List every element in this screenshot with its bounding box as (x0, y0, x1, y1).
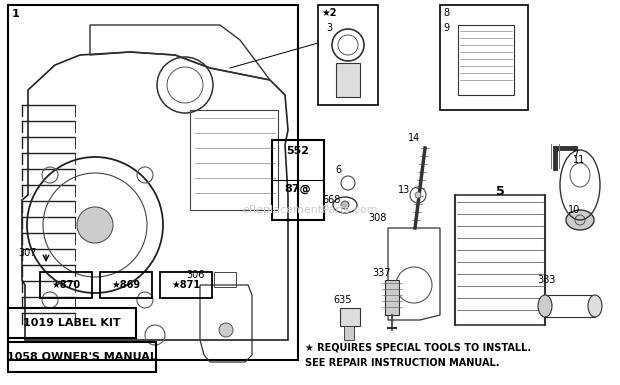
Bar (8, 308, 136, 338)
Text: 635: 635 (333, 295, 352, 305)
Bar (8, 5, 298, 360)
Bar (318, 5, 378, 105)
Text: 6: 6 (335, 165, 341, 175)
Text: 1019 LABEL KIT: 1019 LABEL KIT (23, 318, 121, 328)
Bar (385, 280, 399, 315)
Bar (272, 140, 324, 220)
Text: 13: 13 (398, 185, 410, 195)
Text: 1: 1 (12, 9, 20, 19)
Text: 308: 308 (368, 213, 386, 223)
Ellipse shape (588, 295, 602, 317)
Text: 5: 5 (496, 185, 505, 198)
Text: ★870: ★870 (51, 280, 81, 290)
Bar (344, 326, 354, 340)
Text: 1058 OWNER'S MANUAL: 1058 OWNER'S MANUAL (7, 352, 157, 362)
Text: 14: 14 (408, 133, 420, 143)
Text: 552: 552 (286, 146, 309, 156)
Circle shape (77, 207, 113, 243)
Text: eReplacementParts.com: eReplacementParts.com (242, 205, 378, 215)
Circle shape (219, 323, 233, 337)
Text: 383: 383 (537, 275, 556, 285)
Bar (100, 272, 152, 298)
Circle shape (415, 192, 421, 198)
Bar (455, 195, 545, 325)
Bar (190, 110, 278, 210)
Circle shape (341, 201, 349, 209)
Text: 7: 7 (572, 150, 578, 160)
Text: ★869: ★869 (112, 280, 141, 290)
Text: 668: 668 (322, 195, 340, 205)
Bar (214, 272, 236, 287)
Text: 307: 307 (18, 248, 37, 258)
Bar (40, 272, 92, 298)
Text: 3: 3 (326, 23, 332, 33)
Bar (340, 308, 360, 326)
Text: 10: 10 (568, 205, 580, 215)
Text: ★871: ★871 (172, 280, 200, 290)
Bar (440, 5, 528, 110)
Bar (336, 63, 360, 97)
Text: SEE REPAIR INSTRUCTION MANUAL.: SEE REPAIR INSTRUCTION MANUAL. (305, 358, 500, 368)
Ellipse shape (566, 210, 594, 230)
Text: 8: 8 (443, 8, 449, 18)
Text: 9: 9 (443, 23, 449, 33)
Text: ★ REQUIRES SPECIAL TOOLS TO INSTALL.: ★ REQUIRES SPECIAL TOOLS TO INSTALL. (305, 342, 531, 352)
Text: ★2: ★2 (321, 8, 337, 18)
Text: 11: 11 (573, 155, 585, 165)
Ellipse shape (538, 295, 552, 317)
Bar (458, 25, 514, 95)
Text: 337: 337 (372, 268, 391, 278)
Bar (160, 272, 212, 298)
Bar (8, 342, 156, 372)
Text: 87@: 87@ (285, 184, 311, 194)
Text: 306: 306 (186, 270, 205, 280)
Bar (545, 295, 595, 317)
